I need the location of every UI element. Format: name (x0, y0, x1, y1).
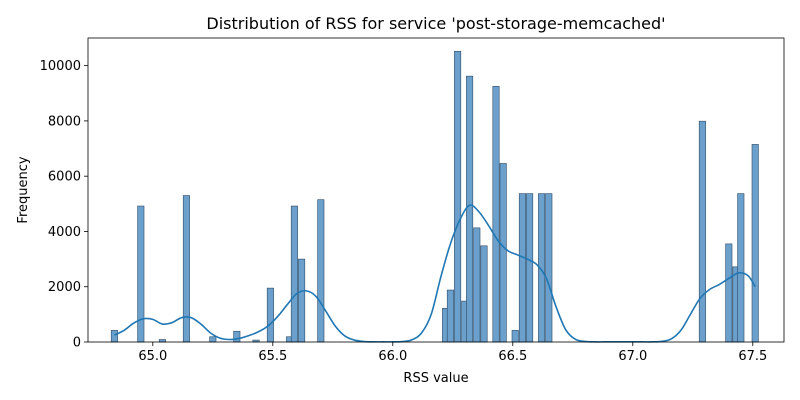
x-tick-label: 66.5 (498, 349, 527, 364)
histogram-bar (526, 193, 534, 343)
histogram-bar (499, 163, 507, 343)
histogram-bar (518, 193, 526, 343)
histogram-bar (110, 330, 118, 343)
histogram-bar (290, 205, 298, 343)
histogram-bar (466, 75, 474, 343)
histogram-bar (725, 243, 733, 343)
histogram-bar (473, 227, 481, 343)
y-axis-title: Frequency (16, 156, 31, 223)
histogram-bar (266, 287, 274, 343)
x-axis: 65.0 65.5 66.0 66.5 67.0 67.5 (138, 342, 767, 364)
y-tick-label: 4000 (48, 225, 81, 240)
histogram-bar (454, 50, 462, 343)
y-tick-label: 2000 (48, 280, 81, 295)
y-tick-label: 0 (73, 336, 81, 351)
chart-title: Distribution of RSS for service 'post-st… (206, 14, 665, 33)
histogram-bar (317, 199, 325, 343)
y-tick-label: 6000 (48, 170, 81, 185)
histogram-bar (737, 193, 745, 343)
histogram-bar (298, 258, 306, 343)
y-tick-label: 8000 (48, 114, 81, 129)
kde-curve (114, 204, 756, 343)
histogram-bar (209, 336, 217, 343)
x-tick-label: 66.0 (378, 349, 407, 364)
x-axis-title: RSS value (403, 371, 468, 386)
histogram-bar (545, 193, 553, 343)
histogram-bar (480, 245, 488, 343)
histogram-bar (698, 120, 706, 343)
x-tick-label: 65.0 (138, 349, 167, 364)
histogram-bar (182, 195, 190, 343)
y-tick-label: 10000 (40, 59, 81, 74)
histogram-bar (446, 289, 454, 343)
x-tick-label: 67.0 (618, 349, 647, 364)
plot-frame (87, 37, 785, 343)
kde-layer (114, 204, 756, 343)
bars-layer (110, 50, 759, 343)
histogram-bar (137, 205, 145, 343)
histogram-bar (751, 144, 759, 343)
x-tick-label: 65.5 (258, 349, 287, 364)
y-axis: 0 2000 4000 6000 8000 10000 (40, 59, 88, 351)
histogram-bar (233, 330, 241, 343)
x-tick-label: 67.5 (738, 349, 767, 364)
histogram-bar (511, 330, 519, 343)
histogram-bar (492, 86, 500, 343)
